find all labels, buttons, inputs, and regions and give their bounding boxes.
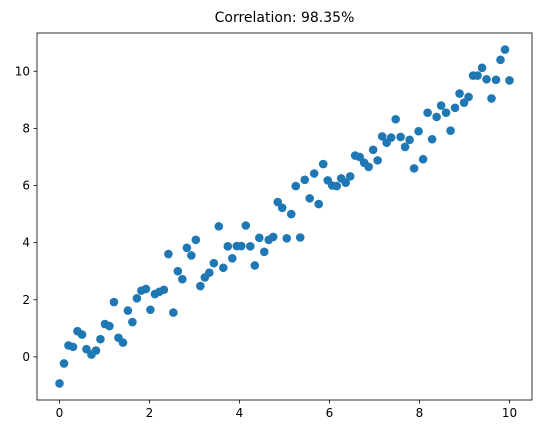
point [250,261,260,270]
point [505,76,514,85]
point [291,181,301,191]
point [396,132,405,142]
point [159,285,169,295]
point [187,251,196,260]
point [377,132,387,141]
point [68,342,78,352]
point [386,133,396,142]
point [332,181,342,191]
point [295,233,305,242]
point [173,266,183,276]
point [146,305,155,315]
point [491,75,501,85]
point [237,241,246,251]
point [305,194,315,203]
point [259,247,269,257]
point [373,156,382,165]
x-tick-label: 10 [502,406,517,420]
y-tick-label: 2 [22,293,30,307]
point [300,175,310,185]
plot-frame [36,32,533,401]
point [391,114,400,124]
point [400,142,410,152]
point [254,233,264,243]
point [96,334,105,344]
point [246,242,255,251]
point [464,92,473,102]
point [482,74,491,84]
point [109,297,119,307]
point [228,254,237,263]
point [441,108,451,117]
point [487,94,496,103]
point [219,263,228,273]
point [309,169,319,178]
point [423,108,432,117]
point [450,103,460,113]
point [214,222,224,231]
x-tick-label: 0 [56,406,64,420]
point [91,346,101,355]
x-tick-label: 2 [146,406,154,420]
point [405,135,414,145]
point [169,308,178,317]
point [341,178,351,187]
y-tick-label: 10 [15,64,30,78]
point [128,317,137,327]
point [432,112,441,122]
y-tick-label: 6 [22,179,30,193]
point [414,126,423,136]
point [318,159,328,169]
point [205,268,214,277]
point [191,235,201,245]
x-tick-label: 8 [416,406,424,420]
point [118,338,128,347]
point [286,209,296,219]
point [368,145,378,155]
y-tick-label: 0 [22,350,30,364]
point [196,281,205,291]
point [132,294,142,303]
point [282,234,292,243]
point [241,221,251,230]
point [409,164,419,173]
y-tick-label: 8 [22,121,30,135]
point [455,89,464,98]
y-tick-label: 4 [22,236,30,250]
x-tick-label: 6 [326,406,334,420]
point [209,258,219,268]
point [446,126,455,135]
x-tick-label: 4 [236,406,244,420]
point [277,203,287,213]
point [105,321,114,331]
point [268,232,278,242]
point [178,274,187,284]
point [59,359,69,368]
point [427,134,437,144]
point [314,199,324,209]
point [123,306,133,315]
point [223,242,233,251]
point [141,284,151,294]
point [418,154,428,164]
point [182,243,192,253]
point [477,63,487,73]
point [82,344,91,354]
point [345,172,355,181]
point [55,379,64,388]
point [77,330,87,339]
point [473,71,482,80]
point [496,55,505,65]
chart-title: Correlation: 98.35% [215,10,355,26]
point [164,249,173,259]
point [500,45,510,54]
point [436,101,446,110]
point [364,162,373,172]
